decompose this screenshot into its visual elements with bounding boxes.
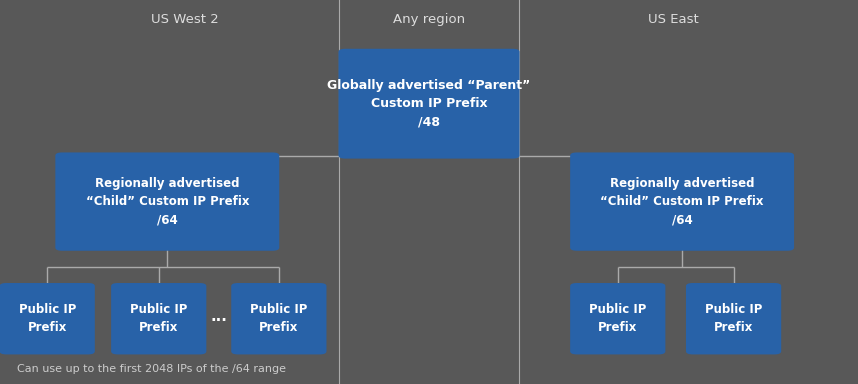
FancyBboxPatch shape [0, 283, 94, 354]
FancyBboxPatch shape [570, 283, 666, 354]
Text: Regionally advertised
“Child” Custom IP Prefix
/64: Regionally advertised “Child” Custom IP … [86, 177, 249, 226]
Text: Can use up to the first 2048 IPs of the /64 range: Can use up to the first 2048 IPs of the … [17, 364, 287, 374]
Text: Globally advertised “Parent”
Custom IP Prefix
/48: Globally advertised “Parent” Custom IP P… [328, 79, 530, 128]
FancyBboxPatch shape [338, 49, 519, 159]
Text: Public IP
Prefix: Public IP Prefix [251, 303, 307, 334]
Text: US East: US East [648, 13, 699, 26]
Text: Public IP
Prefix: Public IP Prefix [19, 303, 76, 334]
Text: Regionally advertised
“Child” Custom IP Prefix
/64: Regionally advertised “Child” Custom IP … [601, 177, 764, 226]
FancyBboxPatch shape [686, 283, 781, 354]
Text: Public IP
Prefix: Public IP Prefix [130, 303, 187, 334]
Text: US West 2: US West 2 [151, 13, 218, 26]
Text: Public IP
Prefix: Public IP Prefix [705, 303, 762, 334]
Text: ...: ... [210, 309, 227, 324]
FancyBboxPatch shape [55, 152, 280, 251]
FancyBboxPatch shape [571, 152, 795, 251]
FancyBboxPatch shape [232, 283, 326, 354]
Text: Any region: Any region [393, 13, 465, 26]
FancyBboxPatch shape [112, 283, 206, 354]
Text: Public IP
Prefix: Public IP Prefix [589, 303, 646, 334]
